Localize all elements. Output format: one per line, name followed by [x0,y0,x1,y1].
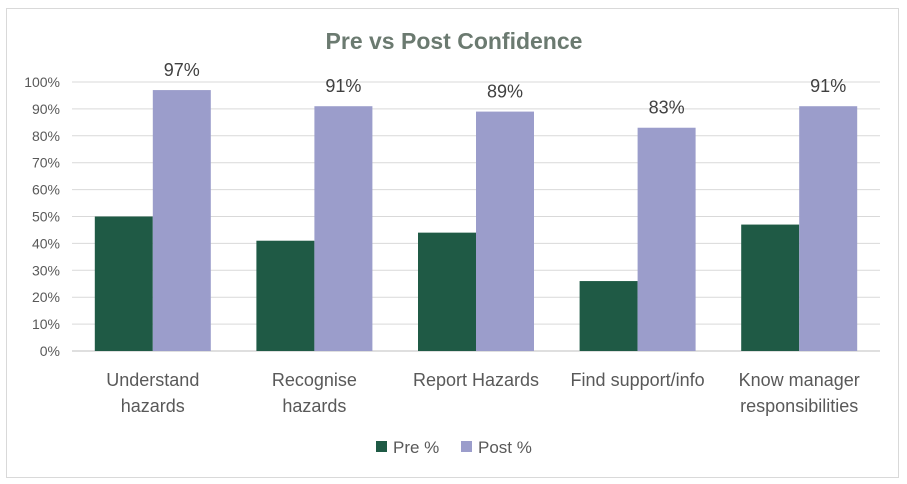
y-tick-label: 20% [32,289,60,305]
bars [94,90,858,352]
y-tick-label: 0% [40,343,60,359]
bar-post [152,90,211,351]
data-label: 83% [649,98,685,118]
category-label: responsibilities [740,396,858,416]
bar-pre [256,240,315,351]
legend-swatch [376,441,387,452]
y-tick-label: 30% [32,262,60,278]
bar-post [637,127,696,351]
legend-swatch [461,441,472,452]
y-tick-label: 50% [32,209,60,225]
bar-pre [418,232,476,351]
category-label: Find support/info [571,370,705,390]
y-tick-label: 70% [32,155,60,171]
data-label: 89% [487,82,523,102]
data-label: 91% [810,76,846,96]
bar-pre [94,216,153,351]
data-label: 97% [164,60,200,80]
y-axis: 0% 10% 20% 30% 40% 50% 60% 70% 80% 90% 100% [24,74,60,359]
legend-label: Post % [478,438,532,457]
category-label: Recognise [272,370,357,390]
chart-title: Pre vs Post Confidence [326,28,583,54]
data-label: 91% [325,76,361,96]
y-tick-label: 90% [32,101,60,117]
x-axis: Understand hazards Recognise hazards Report … [106,370,859,416]
category-label: hazards [282,396,346,416]
category-label: Understand [106,370,199,390]
y-tick-label: 100% [24,74,60,90]
bar-post [476,111,534,351]
bar-pre [579,281,638,351]
data-labels: 97% 91% 89% 83% 91% [164,60,846,118]
category-label: Report Hazards [413,370,539,390]
category-label: Know manager [739,370,860,390]
y-tick-label: 60% [32,182,60,198]
bar-post [314,106,373,352]
legend-label: Pre % [393,438,439,457]
y-tick-label: 10% [32,316,60,332]
legend: Pre % Post % [376,438,532,457]
y-tick-label: 80% [32,128,60,144]
bar-post [799,106,858,352]
bar-pre [741,224,800,351]
category-label: hazards [121,396,185,416]
y-tick-label: 40% [32,235,60,251]
